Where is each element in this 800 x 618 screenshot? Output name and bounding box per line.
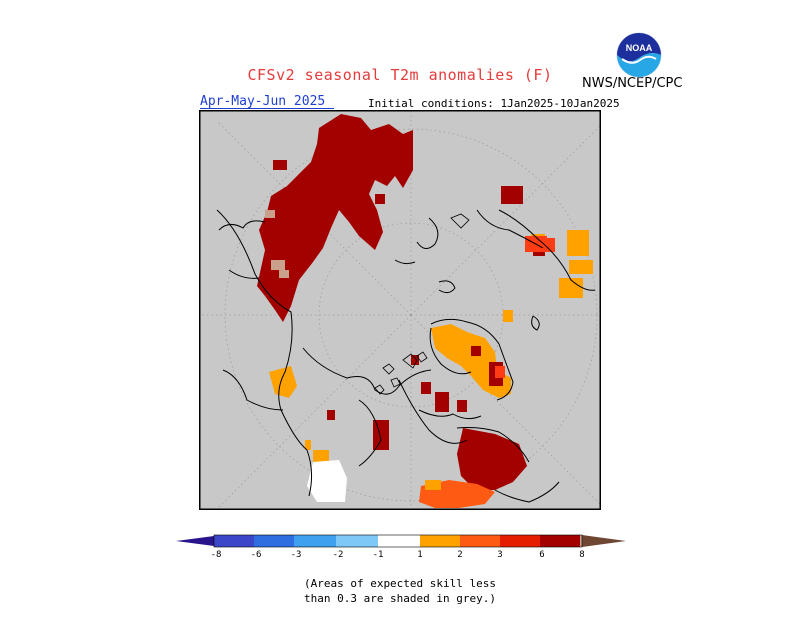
- islands: [374, 213, 470, 395]
- coastlines: [216, 209, 596, 503]
- colorbar-label: 3: [497, 550, 502, 560]
- map-title: CFSv2 seasonal T2m anomalies (F): [247, 66, 553, 84]
- noaa-logo-text: NOAA: [626, 43, 653, 53]
- colorbar-label: -6: [251, 550, 262, 560]
- colorbar-swatch-neg1: [336, 535, 378, 547]
- colorbar-label: -3: [291, 550, 302, 560]
- anomaly-eurasia-light: [265, 210, 289, 278]
- colorbar-swatch-neg2: [294, 535, 336, 547]
- colorbar: -8 -6 -3 -2 -1 1 2 3 6 8: [176, 534, 626, 560]
- anomaly-west-coast: [269, 366, 347, 502]
- skill-note-line1: (Areas of expected skill less: [303, 577, 497, 590]
- colorbar-arrow-warm: [582, 535, 626, 547]
- initial-conditions-label: Initial conditions: 1Jan2025-10Jan2025: [368, 97, 620, 110]
- agency-label: NWS/NCEP/CPC: [582, 76, 683, 91]
- colorbar-swatch-pos6: [540, 535, 580, 547]
- anomaly-scandinavia: [419, 428, 527, 508]
- season-underline: [200, 108, 334, 109]
- colorbar-label: 8: [579, 550, 584, 560]
- colorbar-outline: [213, 534, 583, 548]
- colorbar-label: 2: [457, 550, 462, 560]
- colorbar-label: 1: [417, 550, 422, 560]
- skill-note: (Areas of expected skill less than 0.3 a…: [0, 576, 800, 606]
- map-frame: [199, 110, 601, 510]
- colorbar-swatch-pos3: [500, 535, 540, 547]
- colorbar-label: -2: [333, 550, 344, 560]
- colorbar-swatch-pos2: [460, 535, 500, 547]
- colorbar-swatch-neg6: [214, 535, 254, 547]
- skill-note-line2: than 0.3 are shaded in grey.): [303, 592, 497, 605]
- season-label: Apr-May-Jun 2025: [200, 94, 326, 109]
- colorbar-swatch-neutral: [378, 535, 420, 547]
- colorbar-label: -1: [373, 550, 384, 560]
- colorbar-swatch-pos1: [420, 535, 460, 547]
- noaa-logo-icon: NOAA: [616, 32, 662, 78]
- colorbar-swatch-neg3: [254, 535, 294, 547]
- colorbar-arrow-cold: [176, 536, 214, 546]
- polar-map: [199, 110, 601, 510]
- colorbar-swatch-pos8: [580, 535, 582, 547]
- colorbar-label: -8: [211, 550, 222, 560]
- colorbar-label: 6: [539, 550, 544, 560]
- anomaly-eurasia: [257, 114, 413, 322]
